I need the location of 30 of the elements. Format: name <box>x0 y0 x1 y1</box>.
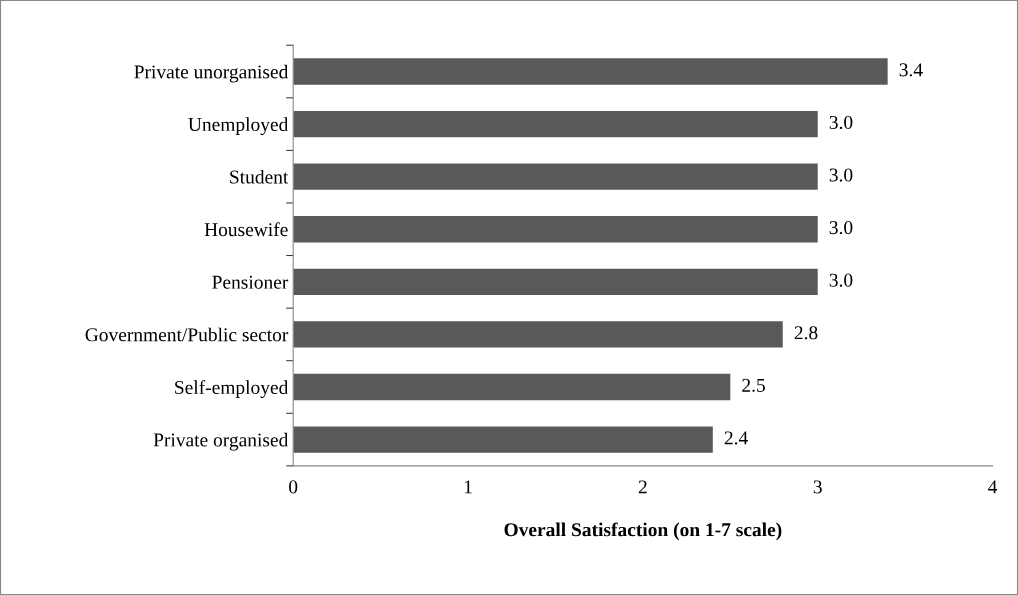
y-tick-label: Housewife <box>204 222 288 237</box>
bar <box>293 216 818 243</box>
x-tick-label: 3 <box>813 480 822 494</box>
data-label: 3.0 <box>829 273 853 287</box>
data-label: 3.0 <box>829 168 853 182</box>
data-label: 2.4 <box>724 431 748 445</box>
y-tick-label: Student <box>230 169 289 184</box>
bar <box>293 268 818 295</box>
y-tick-label: Private organised <box>153 432 289 451</box>
x-tick-label: 1 <box>464 480 472 494</box>
x-tick-label: 0 <box>289 480 298 494</box>
data-label: 2.8 <box>794 326 818 340</box>
bar <box>293 373 731 401</box>
bar <box>293 321 783 348</box>
bar <box>293 426 713 453</box>
bar <box>293 58 888 85</box>
bar <box>293 110 818 138</box>
y-tick-label: Pensioner <box>212 275 289 289</box>
y-tick-label: Government/Public sector <box>85 327 289 342</box>
data-label: 3.4 <box>899 63 923 77</box>
x-tick-label: 4 <box>988 480 998 494</box>
x-tick-label: 2 <box>638 480 647 494</box>
data-label: 3.0 <box>829 221 853 235</box>
y-tick-label: Unemployed <box>188 117 289 136</box>
y-tick-label: Self-employed <box>175 380 289 399</box>
bar <box>293 163 818 190</box>
data-label: 3.0 <box>829 115 853 130</box>
y-tick-label: Private unorganised <box>134 64 289 83</box>
x-axis-title: Overall Satisfaction (on 1-7 scale) <box>504 522 782 541</box>
data-label: 2.5 <box>742 378 765 392</box>
